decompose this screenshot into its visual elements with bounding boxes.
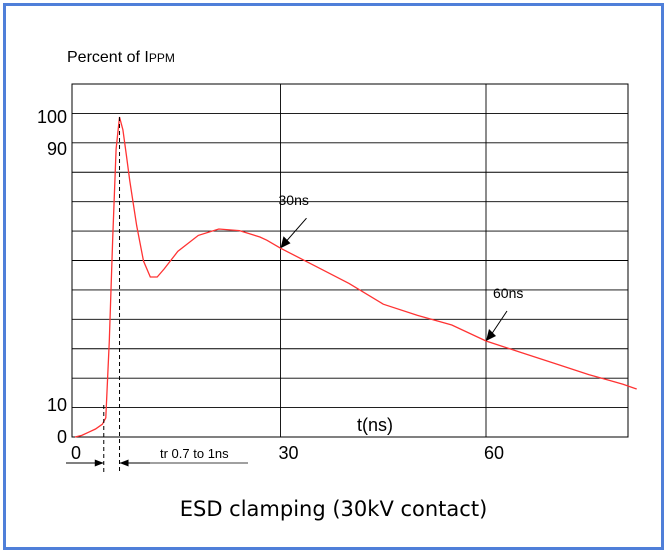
y-tick-label: 100 — [37, 107, 67, 127]
y-tick-label: 0 — [57, 427, 67, 447]
annotation-arrow-shaft — [285, 217, 307, 243]
x-tick-label: 60 — [484, 443, 504, 463]
figure-caption: ESD clamping (30kV contact) — [179, 497, 488, 521]
annotations: 30ns 60ns — [66, 117, 523, 474]
x-axis-label: t(ns) — [357, 415, 393, 435]
annotation-arrow-head — [280, 236, 291, 249]
series-line — [74, 116, 637, 438]
x-axis-tick-labels: 0 30 60 — [71, 443, 504, 463]
rise-arrow-left-head — [94, 459, 104, 467]
rise-time-label: tr 0.7 to 1ns — [160, 446, 229, 461]
series-layer — [74, 116, 637, 438]
annotation-label: 30ns — [279, 192, 309, 208]
chart-frame — [3, 3, 664, 550]
chart-title: Percent of IPPM — [67, 49, 175, 66]
x-tick-label: 0 — [71, 443, 81, 463]
y-tick-label: 90 — [47, 139, 67, 159]
annotation-arrow-shaft — [490, 310, 508, 336]
annotation-label: 60ns — [493, 285, 523, 301]
grid — [71, 83, 629, 438]
rise-arrow-right-head — [119, 459, 129, 467]
annotation-arrow-head — [486, 329, 496, 341]
y-tick-label: 10 — [47, 395, 67, 415]
x-tick-label: 30 — [279, 443, 299, 463]
